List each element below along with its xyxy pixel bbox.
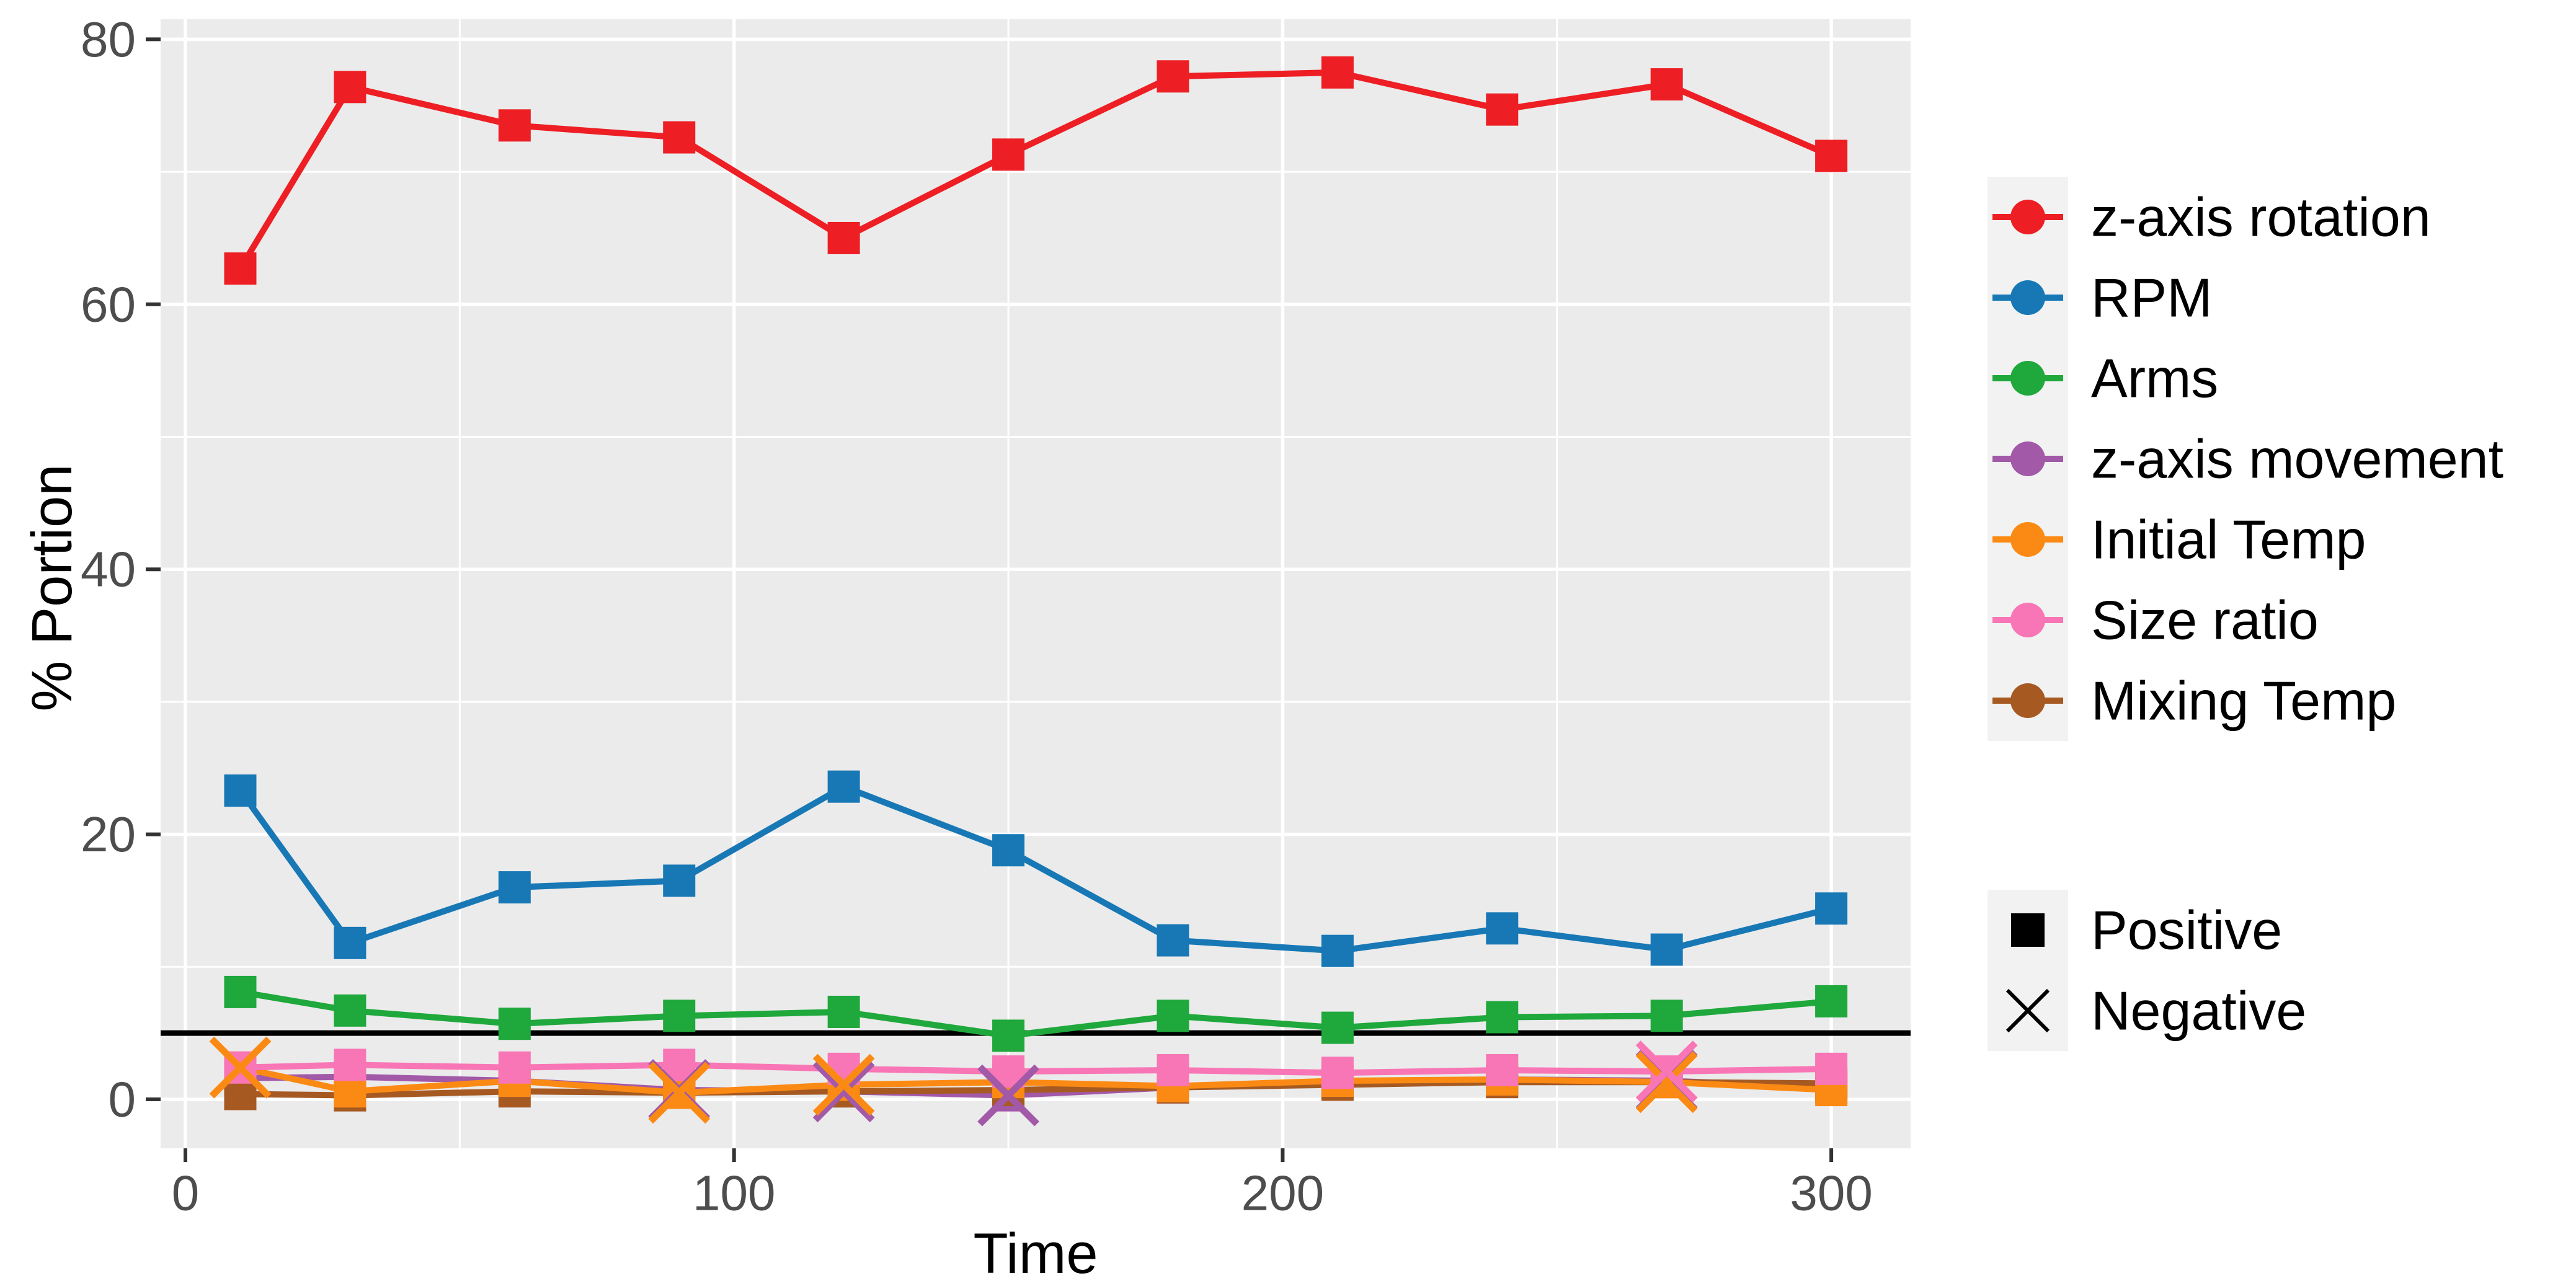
marker-square-size-ratio (1157, 1053, 1189, 1086)
legend-label-z-axis-rotation: z-axis rotation (2091, 187, 2431, 248)
y-tick-label: 80 (81, 12, 136, 67)
plot-panel (161, 19, 1911, 1148)
x-axis-title: Time (973, 1222, 1098, 1281)
marker-square-rpm (663, 864, 696, 897)
y-tick-label: 40 (81, 542, 136, 597)
marker-square-arms (827, 995, 860, 1028)
marker-x-negative-initial-temp (209, 1036, 272, 1099)
marker-square-size-ratio (498, 1051, 531, 1084)
marker-square-z-axis-rotation (663, 121, 696, 154)
legend-label-negative: Negative (2091, 980, 2306, 1042)
legend-key-dot-z-axis-rotation (2010, 200, 2045, 234)
marker-square-z-axis-rotation (224, 252, 257, 285)
marker-square-z-axis-rotation (334, 71, 366, 104)
marker-square-z-axis-rotation (1815, 140, 1848, 172)
legend-label-arms: Arms (2091, 348, 2218, 409)
marker-x-negative-size-ratio (1635, 1040, 1698, 1103)
marker-square-z-axis-rotation (1486, 93, 1519, 126)
legend-key-square-positive (2011, 913, 2045, 947)
marker-x-negative-z-axis-movement (812, 1060, 875, 1123)
legend-label-z-axis-movement: z-axis movement (2091, 428, 2503, 490)
x-tick-label: 300 (1790, 1166, 1872, 1221)
marker-square-rpm (1650, 933, 1683, 966)
marker-square-z-axis-rotation (1321, 56, 1354, 89)
marker-square-z-axis-rotation (498, 109, 531, 142)
x-tick-label: 0 (172, 1166, 200, 1221)
y-tick-label: 0 (109, 1072, 136, 1127)
marker-square-arms (1157, 1000, 1189, 1032)
marker-x-negative-z-axis-movement (977, 1064, 1039, 1127)
legend-label-mixing-temp: Mixing Temp (2091, 670, 2396, 732)
marker-square-rpm (992, 834, 1025, 867)
marker-square-z-axis-rotation (1157, 60, 1189, 93)
marker-x-negative-initial-temp (648, 1062, 711, 1124)
marker-square-rpm (827, 770, 860, 803)
marker-square-arms (1815, 985, 1848, 1017)
marker-square-size-ratio (1486, 1053, 1519, 1086)
legend-key-x-negative (2005, 988, 2050, 1033)
marker-square-arms (224, 975, 257, 1008)
legend-key-dot-z-axis-movement (2010, 441, 2045, 476)
marker-square-z-axis-rotation (1650, 68, 1683, 101)
marker-square-size-ratio (1815, 1052, 1848, 1085)
legend-label-positive: Positive (2091, 900, 2282, 961)
marker-square-size-ratio (334, 1048, 366, 1081)
legend-label-size-ratio: Size ratio (2091, 590, 2319, 651)
marker-square-arms (1486, 1001, 1519, 1034)
marker-square-rpm (224, 774, 257, 807)
legend-key-dot-size-ratio (2010, 603, 2045, 637)
x-tick-label: 200 (1241, 1166, 1324, 1221)
marker-square-arms (992, 1019, 1025, 1052)
marker-square-arms (1650, 1000, 1683, 1032)
marker-square-rpm (334, 926, 366, 959)
marker-square-rpm (1321, 934, 1354, 967)
legend-key-dot-arms (2010, 361, 2045, 396)
legend-key-dot-mixing-temp (2010, 683, 2045, 718)
y-tick-label: 60 (81, 277, 136, 332)
marker-square-arms (663, 1000, 696, 1032)
marker-square-z-axis-rotation (992, 138, 1025, 171)
legend-label-rpm: RPM (2091, 267, 2213, 329)
y-tick-label: 20 (81, 807, 136, 862)
legend-key-dot-rpm (2010, 280, 2045, 315)
marker-square-rpm (498, 871, 531, 904)
marker-square-z-axis-rotation (827, 221, 860, 254)
marker-square-rpm (1815, 892, 1848, 925)
marker-square-rpm (1157, 924, 1189, 957)
marker-square-size-ratio (1321, 1057, 1354, 1089)
y-axis-title: % Portion (20, 464, 84, 712)
marker-square-arms (1321, 1011, 1354, 1044)
marker-square-rpm (1486, 912, 1519, 945)
marker-square-arms (498, 1008, 531, 1040)
marker-x-negative-initial-temp (812, 1053, 875, 1116)
x-tick-label: 100 (693, 1166, 775, 1221)
marker-x-negative-initial-temp (1635, 1051, 1698, 1114)
marker-square-arms (334, 994, 366, 1027)
legend-label-initial-temp: Initial Temp (2091, 509, 2366, 570)
legend-key-dot-initial-temp (2010, 522, 2045, 557)
